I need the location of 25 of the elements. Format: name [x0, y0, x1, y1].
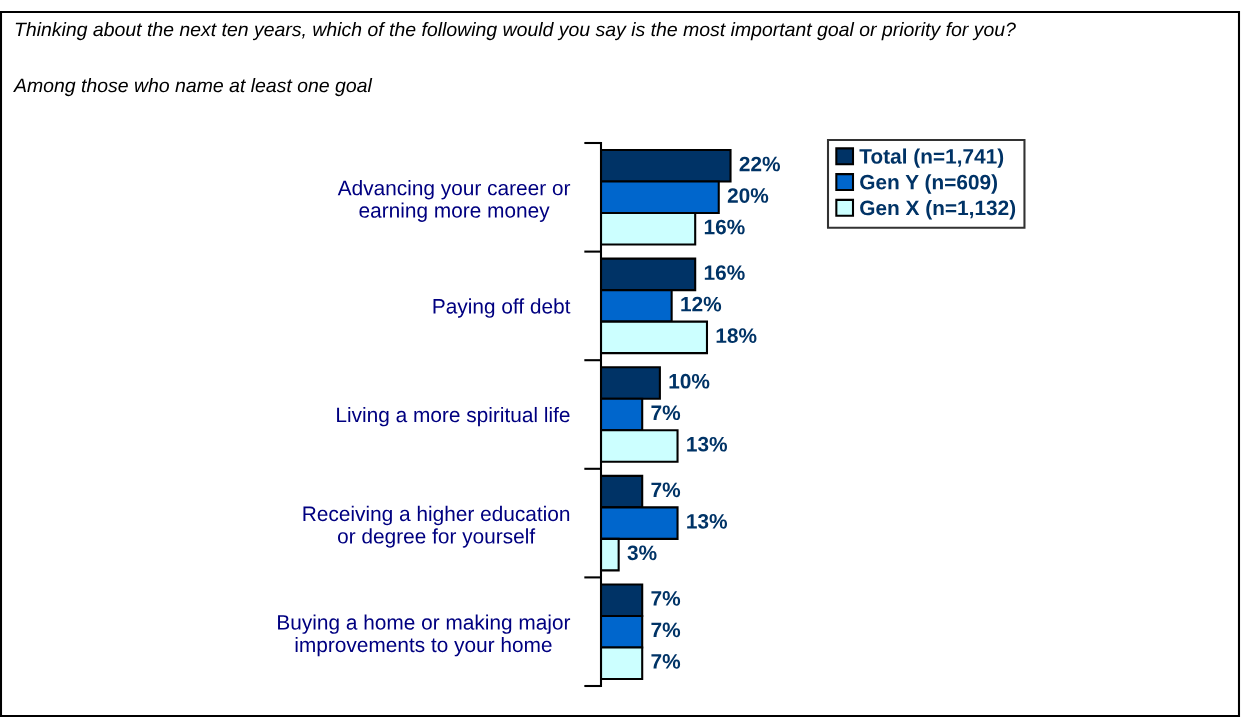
- data-label: 7%: [651, 591, 681, 606]
- data-label: 7%: [651, 654, 681, 669]
- y-tick-label: Receiving a higher education or degree for yourself: [303, 505, 570, 548]
- data-label: 18%: [716, 328, 757, 343]
- y-tick-label: Paying off debt: [433, 298, 571, 318]
- data-label: 3%: [627, 545, 657, 561]
- data-label: 22%: [739, 156, 781, 172]
- data-label: 10%: [669, 373, 710, 389]
- legend-label: Gen X (n=1,132): [860, 200, 1016, 220]
- y-tick-label: Buying a home or making major improvements to your home: [278, 614, 571, 657]
- data-label: 20%: [727, 188, 769, 203]
- data-label: 16%: [704, 219, 745, 235]
- legend-label: Total (n=1,741): [859, 148, 1004, 168]
- text: Among those who name at least one goal: [13, 78, 373, 97]
- y-tick-label: Living a more spiritual life: [337, 406, 570, 427]
- data-label: 7%: [651, 405, 681, 421]
- data-label: 13%: [687, 513, 728, 529]
- legend-label: Gen Y (n=609): [860, 174, 997, 194]
- data-label: 13%: [687, 436, 728, 452]
- data-label: 16%: [704, 265, 745, 280]
- y-tick-label: Advancing your career or earning more money: [337, 180, 571, 222]
- data-label: 12%: [681, 296, 722, 312]
- data-label: 7%: [651, 622, 681, 638]
- chart-subtitle: Thinking about the next ten years, which of the following would you say is the most important goal or priority for you?: [15, 22, 1016, 41]
- data-label: 7%: [651, 482, 681, 498]
